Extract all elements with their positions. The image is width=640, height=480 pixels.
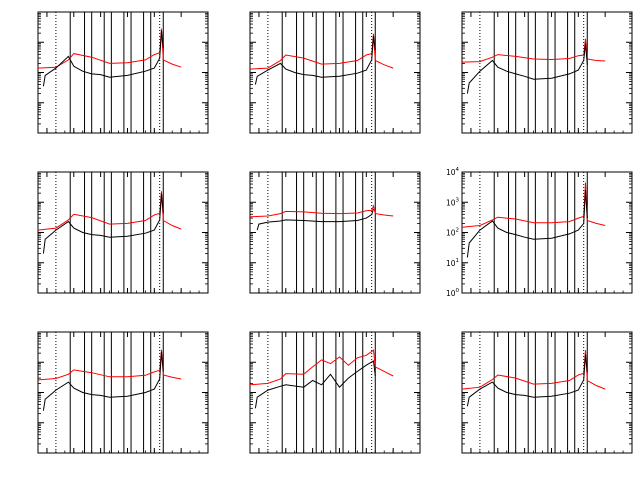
y-tick-exponent: 1 [456, 258, 460, 264]
plot-frame [461, 171, 633, 294]
events-series-line [42, 193, 164, 254]
detector-panel [249, 331, 421, 454]
lld-series-line [37, 191, 182, 231]
plot-frame [37, 171, 209, 294]
lld-series-line [37, 28, 182, 69]
plot-frame [461, 11, 633, 134]
detector-panel [249, 11, 421, 134]
y-tick-label: 100 [446, 288, 460, 298]
events-series-line [42, 351, 164, 411]
events-series-line [466, 354, 588, 407]
events-series-line [466, 190, 588, 258]
plot-frame [37, 331, 209, 454]
y-tick-exponent: 3 [456, 197, 460, 203]
plot-frame [249, 331, 421, 454]
y-tick-label: 101 [446, 258, 459, 268]
lld-series-line [461, 350, 606, 390]
lld-series-line [249, 349, 394, 386]
y-tick-exponent: 4 [456, 167, 460, 173]
events-series-line [254, 36, 376, 85]
y-tick-exponent: 0 [456, 288, 460, 294]
detector-panel [461, 11, 633, 134]
detector-panel [37, 331, 209, 454]
plot-frame [249, 171, 421, 294]
y-tick-label: 102 [446, 228, 459, 238]
lld-series-line [249, 33, 394, 70]
events-series-line [42, 30, 164, 87]
events-series-line [256, 208, 374, 231]
detector-panel [249, 171, 421, 294]
plot-frame [461, 331, 633, 454]
detector-panel [37, 171, 209, 294]
y-tick-exponent: 2 [456, 228, 460, 234]
events-series-line [254, 360, 376, 409]
detector-panel [461, 331, 633, 454]
plot-frame [37, 11, 209, 134]
plot-frame [249, 11, 421, 134]
y-tick-label: 103 [446, 197, 460, 207]
events-series-line [466, 43, 588, 94]
lld-series-line [249, 204, 394, 218]
y-tick-label: 104 [446, 167, 460, 177]
detector-panel [37, 11, 209, 134]
